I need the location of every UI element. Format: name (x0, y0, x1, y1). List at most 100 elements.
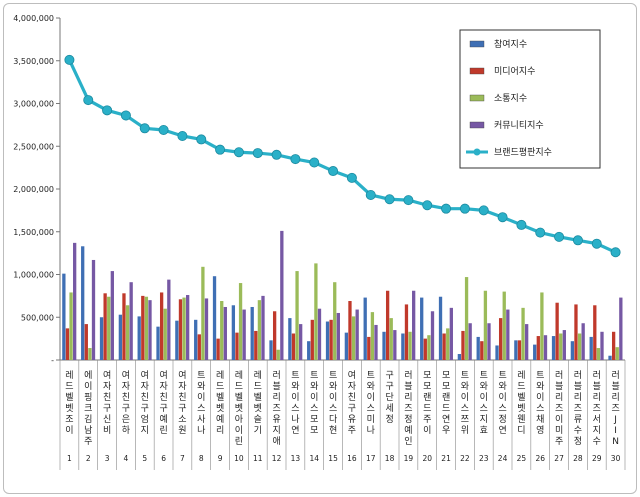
line-point (403, 195, 414, 206)
line-point (83, 95, 94, 106)
legend-swatch (469, 94, 485, 102)
category-number: 22 (460, 454, 470, 463)
bar-2 (611, 331, 616, 360)
bar-4 (506, 309, 510, 360)
legend-label: 참여지수 (494, 38, 527, 50)
bar-3 (540, 292, 544, 360)
bar-4 (619, 297, 623, 360)
category-number: 27 (554, 454, 564, 463)
y-tick-label: 500,000 (21, 313, 54, 322)
bar-2 (517, 340, 522, 360)
y-tick-label: 1,500,000 (13, 228, 54, 237)
bar-4 (600, 331, 604, 360)
bar-2 (159, 292, 164, 360)
y-tick-label: - (51, 356, 54, 365)
bar-3 (220, 301, 224, 360)
line-point (572, 235, 583, 246)
bar-3 (314, 263, 318, 360)
category-number: 28 (573, 454, 583, 463)
line-point (120, 110, 131, 121)
bar-1 (118, 314, 123, 360)
y-tick-label: 3,000,000 (13, 100, 54, 109)
bar-2 (329, 319, 333, 360)
legend-label: 미디어지수 (494, 66, 535, 77)
bar-3 (370, 312, 375, 360)
line-point (158, 125, 169, 136)
legend-swatch (469, 121, 485, 129)
bar-1 (231, 305, 236, 360)
line-point (309, 157, 320, 168)
line-point (271, 149, 282, 160)
line-point (177, 130, 188, 141)
line-point (365, 189, 376, 200)
bar-4 (543, 335, 548, 360)
line-point (497, 212, 508, 223)
bar-3 (257, 300, 262, 360)
bar-1 (269, 340, 273, 360)
bar-3 (577, 333, 582, 360)
legend-label: 소통지수 (494, 93, 527, 104)
bar-1 (420, 297, 424, 360)
bar-1 (344, 332, 349, 360)
category-number: 6 (161, 454, 166, 463)
line-point (102, 105, 113, 116)
bar-3 (502, 291, 506, 360)
line-point (516, 219, 527, 230)
line-point (554, 231, 565, 242)
category-number: 24 (498, 454, 508, 463)
bar-1 (194, 319, 198, 360)
bar-2 (385, 290, 390, 360)
category-number: 1 (67, 454, 72, 463)
bar-4 (186, 295, 190, 360)
category-number: 7 (180, 454, 185, 463)
line-point (535, 227, 546, 238)
category-number: 8 (199, 454, 204, 463)
bar-3 (144, 296, 149, 360)
category-number: 18 (385, 454, 395, 463)
bar-2 (442, 333, 446, 360)
bar-2 (498, 318, 503, 360)
bar-4 (393, 330, 397, 360)
bar-3 (464, 277, 469, 360)
category-number: 21 (441, 454, 451, 463)
category-number: 25 (517, 454, 527, 463)
bar-2 (593, 305, 597, 360)
category-number: 4 (124, 454, 129, 463)
category-number: 17 (366, 454, 376, 463)
bar-3 (483, 290, 488, 360)
line-point (610, 247, 621, 258)
bar-4 (129, 282, 133, 360)
bar-1 (325, 321, 330, 360)
bar-1 (307, 341, 311, 360)
line-point (290, 154, 301, 165)
bar-4 (430, 311, 435, 360)
bar-2 (291, 333, 296, 360)
bar-2 (272, 311, 277, 360)
category-number: 20 (422, 454, 432, 463)
bar-2 (84, 324, 88, 360)
y-tick-label: 1,000,000 (13, 271, 54, 280)
bar-1 (457, 354, 462, 360)
line-point (64, 54, 75, 65)
bar-4 (412, 290, 416, 360)
bar-3 (427, 335, 431, 360)
line-point (328, 166, 339, 177)
bar-4 (449, 307, 453, 360)
bar-2 (574, 304, 578, 360)
bar-1 (401, 333, 405, 360)
bar-4 (487, 323, 491, 360)
bar-3 (201, 266, 205, 360)
bar-3 (351, 316, 356, 360)
legend-label: 브랜드평판지수 (494, 147, 552, 158)
bar-1 (363, 297, 367, 360)
bar-4 (91, 259, 96, 360)
